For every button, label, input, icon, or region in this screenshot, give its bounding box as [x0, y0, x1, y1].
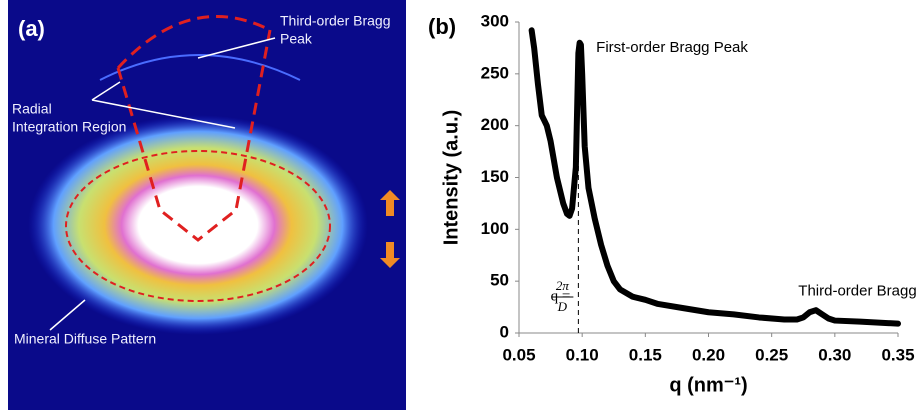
y-tick-label: 100	[481, 219, 509, 238]
y-tick-label: 50	[490, 271, 509, 290]
image-annotation: Peak	[280, 31, 313, 47]
y-tick-label: 150	[481, 167, 509, 186]
x-tick-label: 0.05	[502, 345, 535, 364]
y-tick-label: 300	[481, 11, 509, 30]
x-tick-label: 0.35	[881, 345, 914, 364]
y-tick-label: 0	[500, 322, 509, 341]
y-tick-label: 200	[481, 115, 509, 134]
image-annotation: Third-order Bragg	[280, 13, 391, 29]
x-axis-label: q (nm⁻¹)	[669, 374, 747, 396]
x-tick-label: 0.10	[566, 345, 599, 364]
image-annotation: Integration Region	[12, 119, 126, 135]
x-tick-label: 0.25	[755, 345, 788, 364]
x-tick-label: 0.20	[692, 345, 725, 364]
image-annotation: Mineral Diffuse Pattern	[14, 331, 156, 347]
y-tick-label: 250	[481, 63, 509, 82]
chart-annotation: First-order Bragg Peak	[596, 39, 748, 56]
chart-panel: (b) 0 50 100 150 200 250 300 0.05 0.10 0.15 0.20 0.2…	[428, 11, 919, 396]
panel-label: (b)	[428, 14, 456, 39]
formula-denominator: D	[557, 299, 568, 314]
x-tick-label: 0.30	[818, 345, 851, 364]
data-line	[528, 27, 901, 327]
formula-numerator: 2π	[556, 278, 570, 293]
diffraction-image	[8, 0, 406, 410]
image-annotation: Radial	[12, 101, 52, 117]
x-tick-label: 0.15	[629, 345, 662, 364]
panel-label: (a)	[18, 16, 45, 41]
y-axis-label: Intensity (a.u.)	[440, 110, 462, 246]
chart-annotation: Third-order Bragg Peak	[798, 283, 919, 300]
formula-lhs: q =	[551, 288, 571, 304]
panel-a-text: (a) Third-order Bragg Peak Radial Integratio…	[12, 13, 391, 347]
